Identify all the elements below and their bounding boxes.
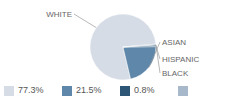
html-text:77.3%: 77.3% bbox=[18, 85, 44, 95]
svg-text:BLACK: BLACK bbox=[162, 69, 189, 78]
html-text:21.5%: 21.5% bbox=[76, 85, 102, 95]
svg-text:WHITE: WHITE bbox=[46, 10, 72, 19]
svg-text:HISPANIC: HISPANIC bbox=[162, 55, 199, 64]
html-text:0.8%: 0.8% bbox=[134, 85, 155, 95]
svg-text:ASIAN: ASIAN bbox=[162, 38, 186, 47]
